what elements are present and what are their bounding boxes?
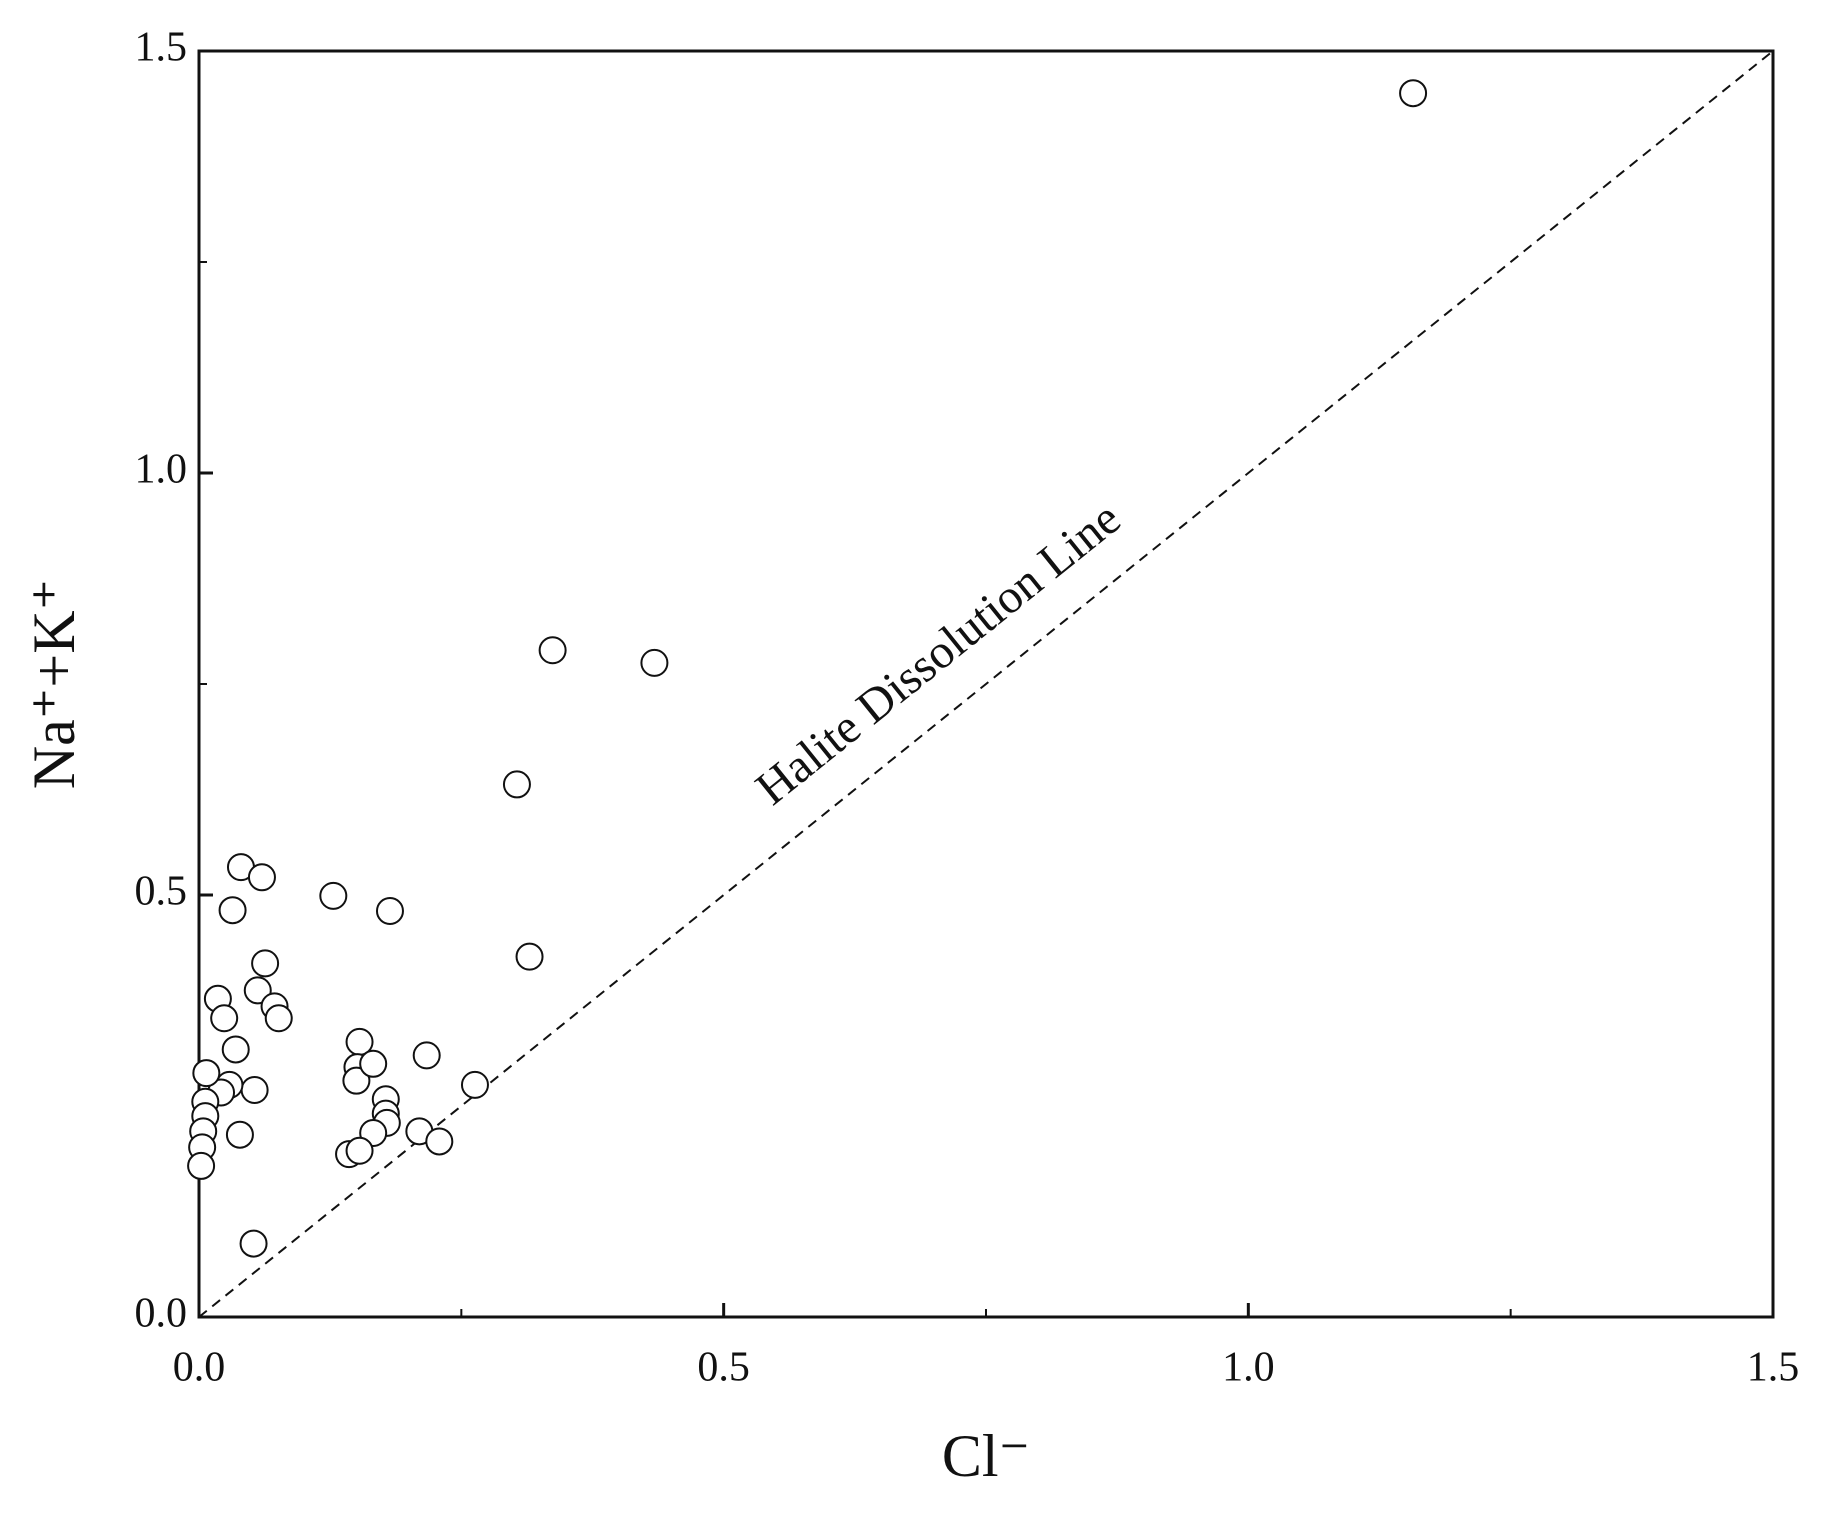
y-tick-label: 0.5 (135, 869, 188, 915)
point (264, 1004, 293, 1033)
y-tick-label: 1.0 (135, 447, 188, 493)
y-tick-label: 0.0 (135, 1291, 188, 1337)
point (221, 1035, 250, 1064)
point (412, 1041, 441, 1070)
point (460, 1070, 489, 1099)
point (210, 1004, 239, 1033)
point (515, 942, 544, 971)
point (225, 1120, 254, 1149)
annotation: Halite Dissolution Line (746, 492, 1130, 816)
x-tick-label: 1.0 (1222, 1345, 1275, 1391)
point (319, 881, 348, 910)
point (239, 1229, 268, 1258)
point (247, 863, 276, 892)
point (342, 1066, 371, 1095)
point (640, 648, 669, 677)
point (345, 1136, 374, 1165)
point (187, 1151, 216, 1180)
x-tick-label: 0.0 (173, 1345, 226, 1391)
point (218, 896, 247, 925)
point (538, 636, 567, 665)
point (243, 976, 272, 1005)
x-tick-label: 0.5 (697, 1345, 750, 1391)
halite-dissolution-line (198, 50, 1774, 1318)
y-axis-title: Na⁺+K⁺ (21, 579, 87, 789)
x-tick-label: 1.5 (1747, 1345, 1800, 1391)
point (1399, 79, 1428, 108)
point (502, 770, 531, 799)
point (192, 1059, 221, 1088)
point (359, 1049, 388, 1078)
point (375, 897, 404, 926)
y-tick-label: 1.5 (135, 25, 188, 71)
point (240, 1075, 269, 1104)
x-axis-title: Cl⁻ (942, 1423, 1030, 1489)
point (251, 949, 280, 978)
point (425, 1127, 454, 1156)
